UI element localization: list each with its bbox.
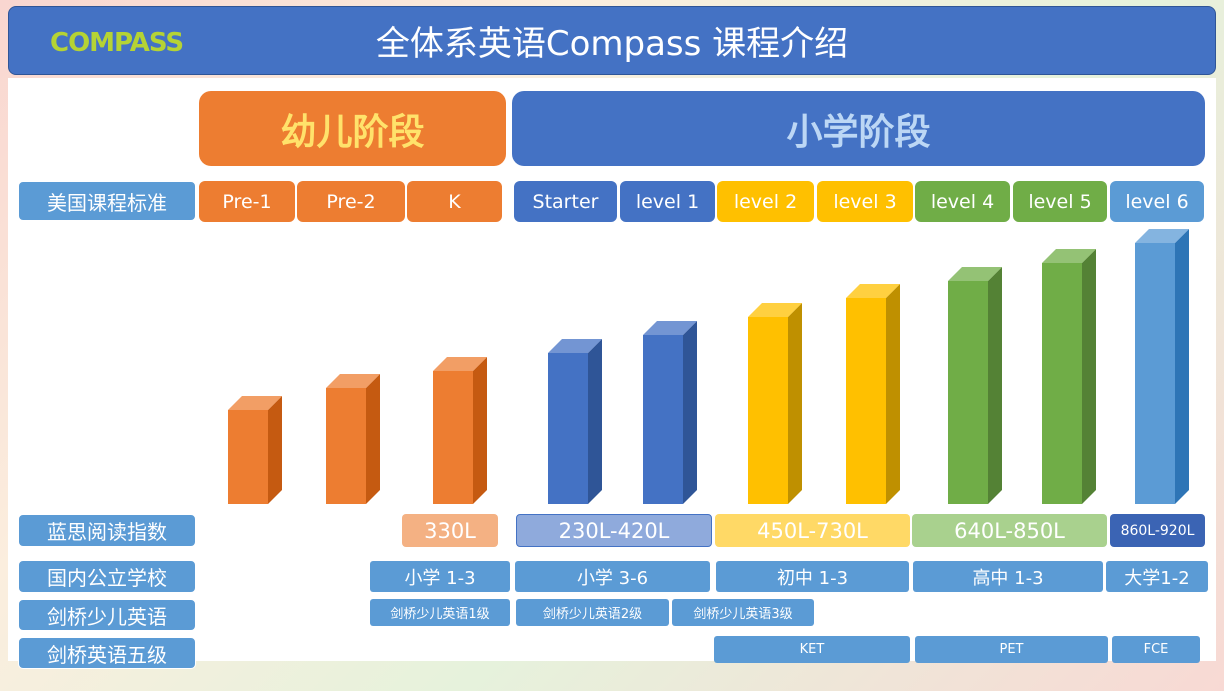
level: Starter <box>514 181 617 222</box>
bar-face <box>326 388 366 504</box>
row-label: 蓝思阅读指数 <box>18 514 196 547</box>
main-suite: KET <box>714 636 910 663</box>
bar-face <box>643 321 697 335</box>
level: Pre-1 <box>199 181 295 222</box>
level: level 2 <box>717 181 814 222</box>
bar-face <box>1175 229 1189 504</box>
lexile: 330L <box>402 514 498 547</box>
bar-face <box>588 339 602 504</box>
logo: COMPASS <box>50 28 184 58</box>
row-label: 剑桥英语五级 <box>18 637 196 669</box>
stage: 幼儿阶段 <box>199 91 506 166</box>
level: level 5 <box>1013 181 1107 222</box>
bar-face <box>1082 249 1096 504</box>
school: 大学1-2 <box>1106 561 1208 592</box>
bar-face <box>886 284 900 504</box>
school: 小学 1-3 <box>370 561 510 592</box>
bar-face <box>788 303 802 504</box>
yle: 剑桥少儿英语1级 <box>370 599 510 626</box>
yle: 剑桥少儿英语2级 <box>516 599 669 626</box>
level: level 4 <box>915 181 1010 222</box>
header-title: 全体系英语Compass 课程介绍 <box>8 6 1216 75</box>
level: level 1 <box>620 181 715 222</box>
main-suite: PET <box>915 636 1108 663</box>
bar-face <box>433 371 473 504</box>
bar-face <box>948 281 988 504</box>
lexile: 230L-420L <box>516 514 712 547</box>
bar-face <box>548 339 602 353</box>
stage: 小学阶段 <box>512 91 1205 166</box>
bar-face <box>228 410 268 504</box>
bar-face <box>366 374 380 504</box>
bar-face <box>1135 243 1175 504</box>
bar-face <box>748 303 802 317</box>
lexile: 640L-850L <box>912 514 1107 547</box>
bar-face <box>988 267 1002 504</box>
row-label: 国内公立学校 <box>18 560 196 593</box>
bar-face <box>326 374 380 388</box>
bar-face <box>948 267 1002 281</box>
level: K <box>407 181 502 222</box>
bar-face <box>683 321 697 504</box>
school: 小学 3-6 <box>515 561 710 592</box>
bar-face <box>643 335 683 504</box>
lexile: 860L-920L <box>1110 514 1205 547</box>
school: 初中 1-3 <box>716 561 909 592</box>
bar-face <box>846 284 900 298</box>
bar-face <box>1042 263 1082 504</box>
bar-face <box>228 396 282 410</box>
bar-face <box>846 298 886 504</box>
bar-face <box>1135 229 1189 243</box>
level: level 6 <box>1110 181 1204 222</box>
bar-face <box>433 357 487 371</box>
school: 高中 1-3 <box>913 561 1103 592</box>
yle: 剑桥少儿英语3级 <box>672 599 814 626</box>
level: level 3 <box>817 181 913 222</box>
main-suite: FCE <box>1112 636 1200 663</box>
bar-face <box>748 317 788 504</box>
bar-face <box>548 353 588 504</box>
row-label: 美国课程标准 <box>18 181 196 221</box>
bar-face <box>1042 249 1096 263</box>
row-label: 剑桥少儿英语 <box>18 599 196 631</box>
bar-face <box>268 396 282 504</box>
lexile: 450L-730L <box>715 514 910 547</box>
bar-face <box>473 357 487 504</box>
level: Pre-2 <box>297 181 405 222</box>
